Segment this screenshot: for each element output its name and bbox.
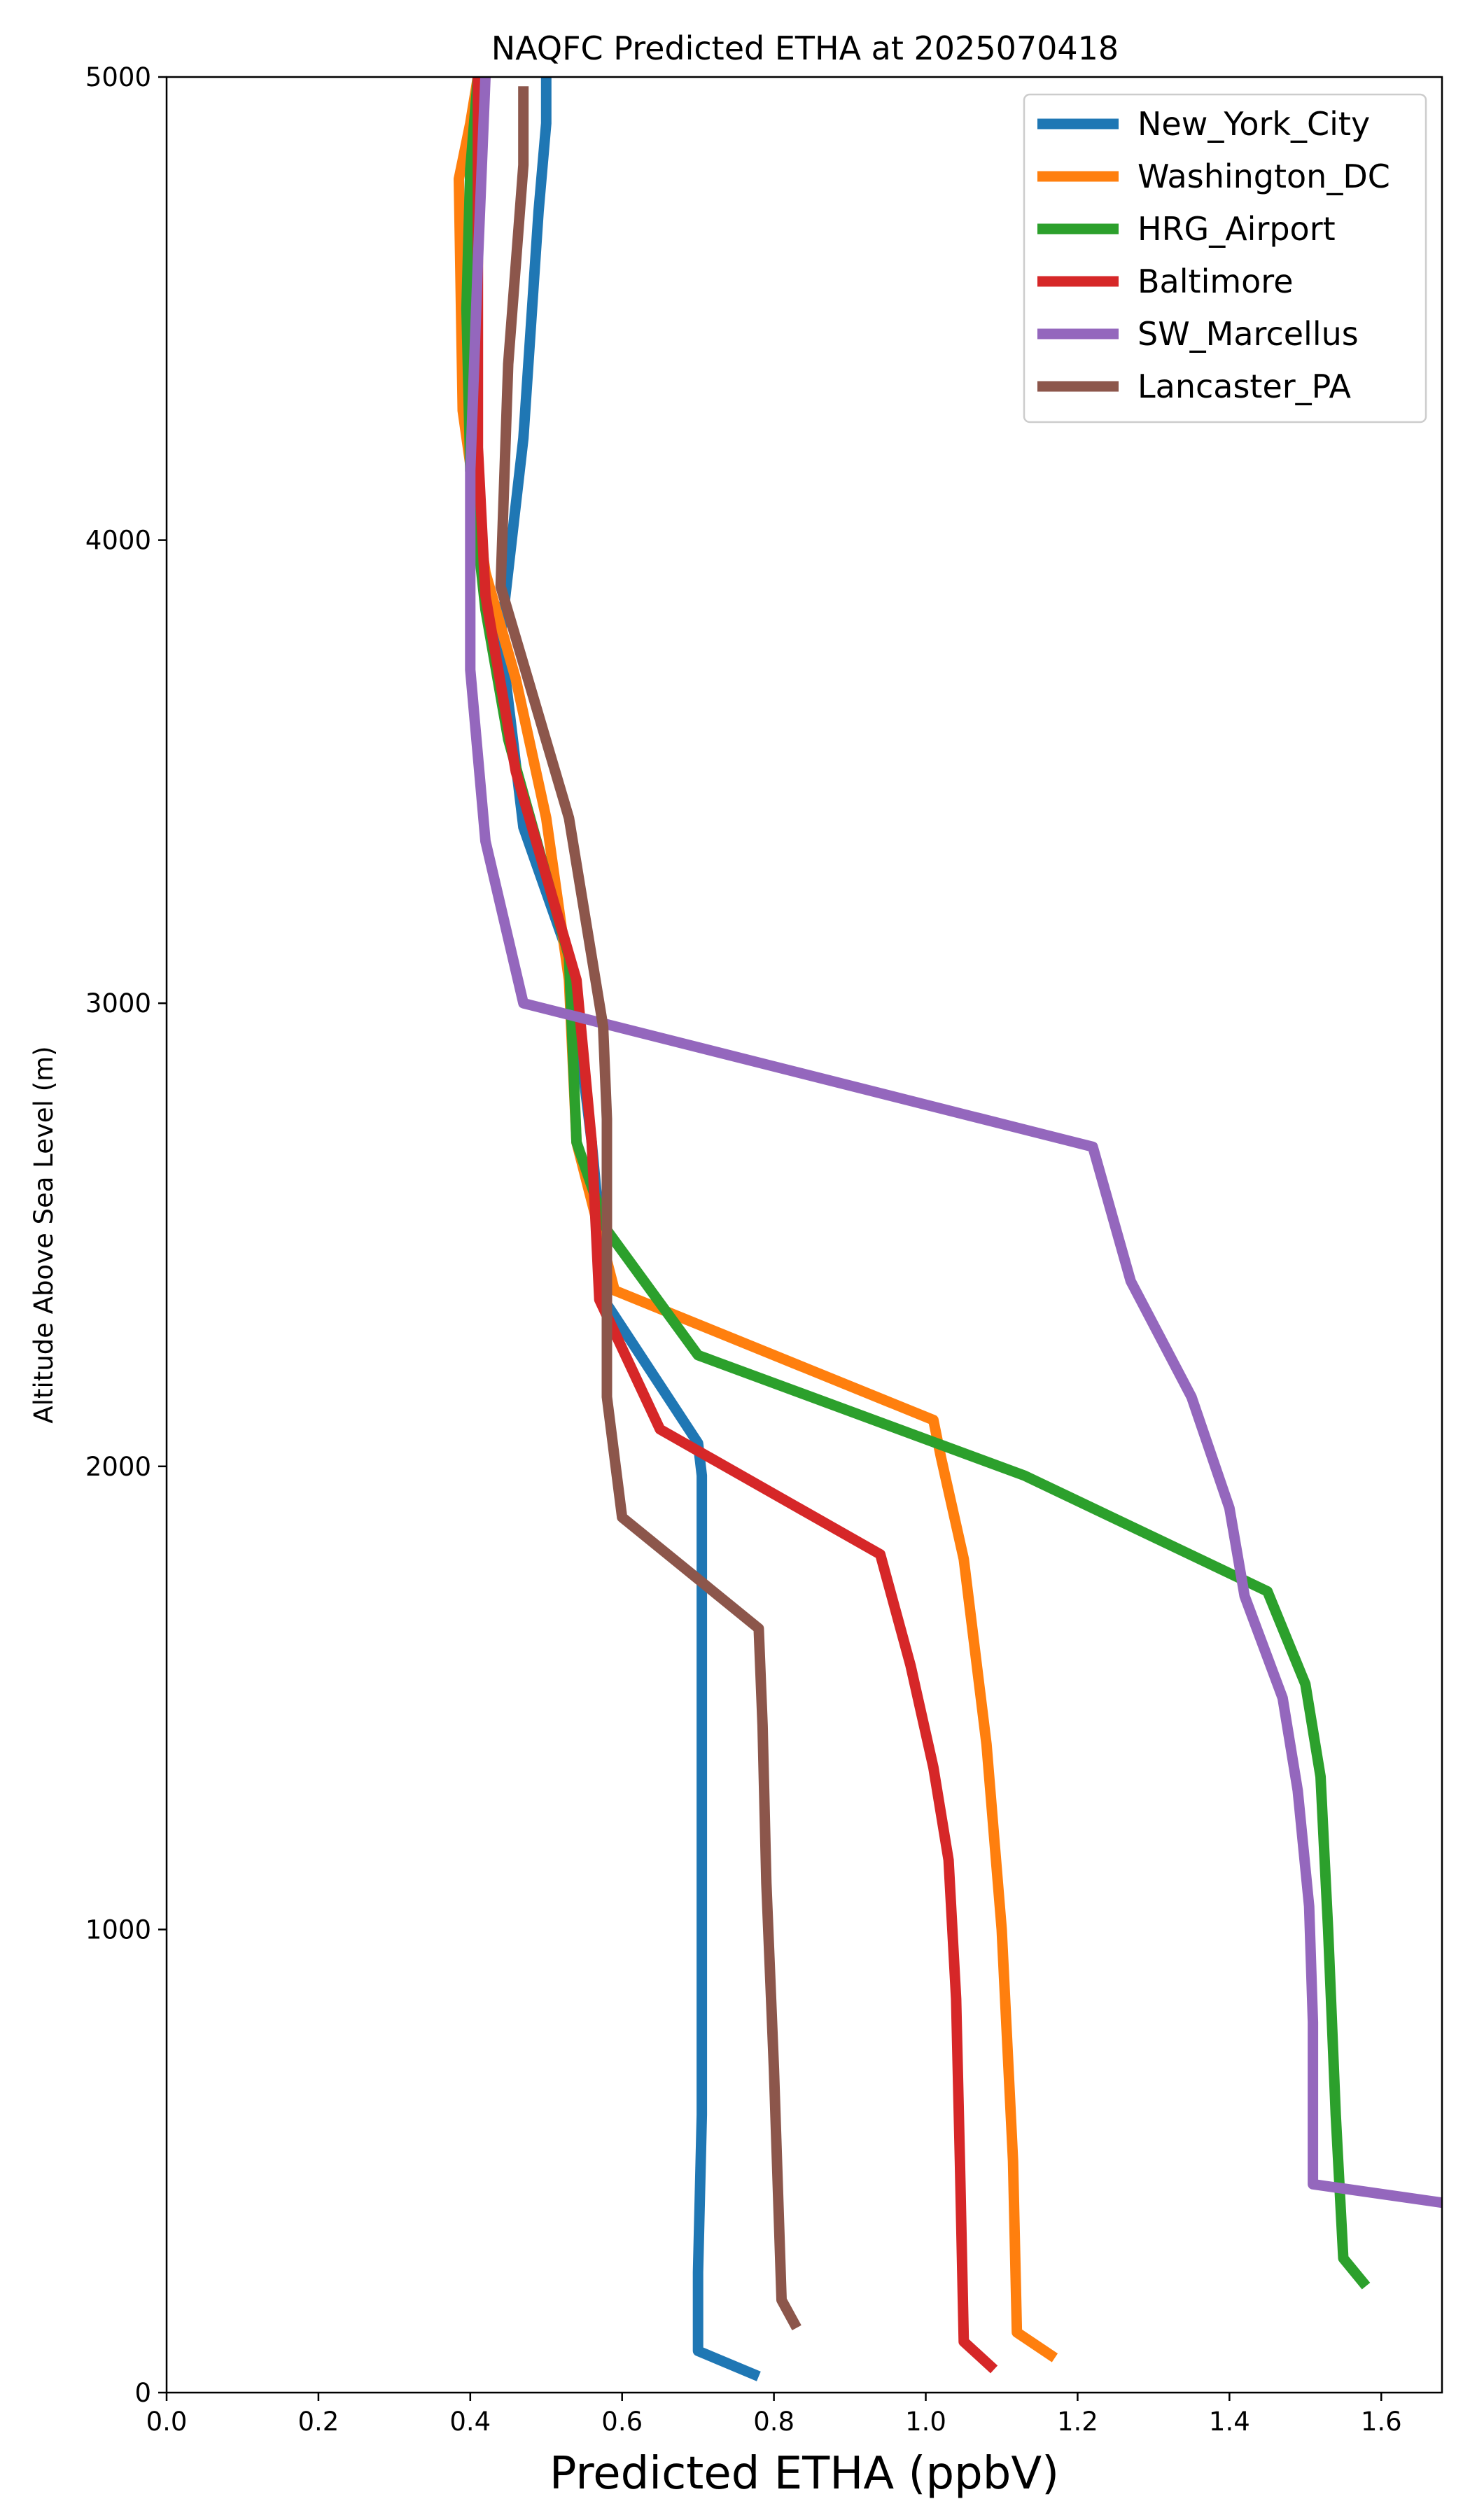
series-line-new-york-city [495, 77, 761, 2381]
y-axis: 0 1000 2000 3000 4000 5000 [85, 62, 167, 2408]
y-tick-label: 5000 [85, 62, 151, 92]
legend-label: Washington_DC [1138, 158, 1390, 195]
x-tick-label: 1.0 [905, 2407, 946, 2437]
series-line-lancaster-pa [495, 86, 802, 2330]
legend: New_York_City Washington_DC HRG_Airport Bal… [1023, 93, 1427, 424]
legend-label: HRG_Airport [1138, 210, 1336, 248]
series-layer [454, 77, 1442, 2381]
x-axis: 0.0 0.2 0.4 0.6 0.8 1.0 1.2 1.4 1.6 [146, 2393, 1402, 2437]
x-tick-label: 0.8 [753, 2407, 794, 2437]
x-tick-label: 1.2 [1057, 2407, 1098, 2437]
y-axis-label: Altitude Above Sea Level (m) [29, 1046, 59, 1423]
series-line-sw-marcellus [465, 77, 1442, 2208]
legend-box [1023, 93, 1427, 424]
legend-label: Baltimore [1138, 262, 1294, 300]
y-tick-label: 4000 [85, 526, 151, 556]
x-tick-label: 0.0 [146, 2407, 188, 2437]
y-tick-label: 2000 [85, 1452, 151, 1482]
x-tick-label: 1.4 [1209, 2407, 1250, 2437]
x-tick-label: 0.4 [449, 2407, 491, 2437]
y-tick-label: 0 [134, 2378, 151, 2408]
y-tick-label: 3000 [85, 988, 151, 1018]
x-tick-label: 1.6 [1361, 2407, 1402, 2437]
legend-label: SW_Marcellus [1138, 315, 1359, 353]
x-axis-label: Predicted ETHA (ppbV) [550, 2448, 1059, 2500]
legend-label: New_York_City [1138, 105, 1370, 143]
plot-frame [165, 76, 1443, 2394]
legend-label: Lancaster_PA [1138, 368, 1351, 405]
chart-title: NAQFC Predicted ETHA at 2025070418 [491, 29, 1119, 67]
y-tick-label: 1000 [85, 1914, 151, 1945]
x-tick-label: 0.6 [601, 2407, 643, 2437]
x-tick-label: 0.2 [298, 2407, 339, 2437]
series-line-baltimore [472, 77, 998, 2374]
